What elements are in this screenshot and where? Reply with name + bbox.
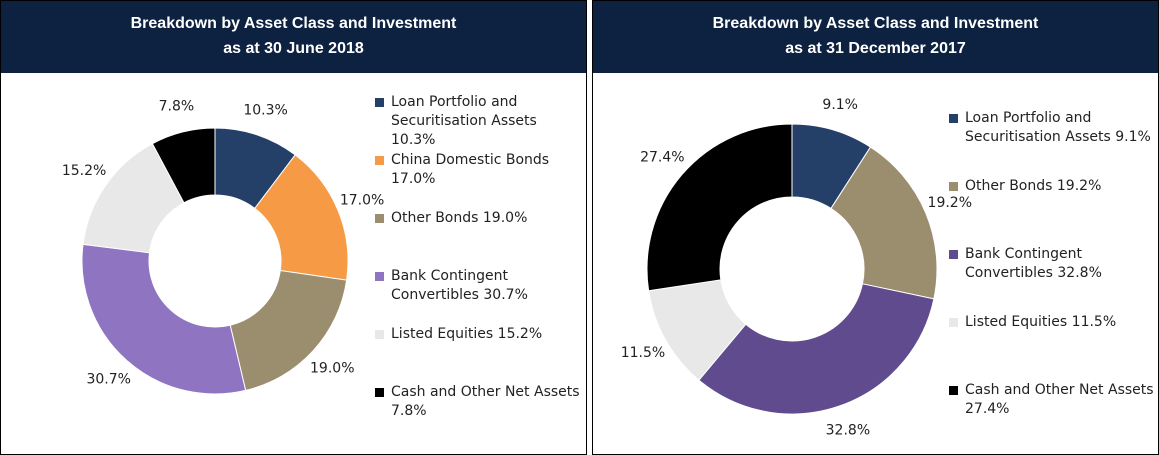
slice-label: 17.0% — [340, 193, 384, 209]
legend-value: 27.4% — [965, 401, 1010, 417]
legend-swatch — [949, 386, 958, 395]
legend-value: 32.8% — [1057, 265, 1102, 281]
legend-entry: Other Bonds 19.2% — [949, 177, 1159, 196]
legend-swatch — [949, 318, 958, 327]
legend-entry: Loan Portfolio and Securitisation Assets… — [949, 109, 1159, 147]
legend-value: 9.1% — [1115, 129, 1151, 145]
legend-value: 19.2% — [1056, 178, 1102, 194]
legend-entry: Bank Contingent Convertibles 32.8% — [949, 245, 1159, 283]
legend-entry: Listed Equities 15.2% — [375, 325, 581, 344]
chart-subtitle: as at 31 December 2017 — [785, 40, 966, 57]
legend-swatch — [949, 182, 958, 191]
chart-title: Breakdown by Asset Class and Investment — [712, 15, 1039, 32]
legend-value: 11.5% — [1071, 314, 1117, 330]
legend-label: Listed Equities — [965, 314, 1068, 330]
legend-swatch — [375, 330, 384, 339]
legend-label: Bank Contingent Convertibles — [391, 268, 508, 303]
legend-label: Other Bonds — [391, 210, 479, 226]
legend-entry: Other Bonds 19.0% — [375, 209, 581, 228]
legend-swatch — [375, 156, 384, 165]
legend-label: Cash and Other Net Assets — [965, 382, 1154, 398]
legend-label: Listed Equities — [391, 326, 494, 342]
legend-value: 19.0% — [482, 210, 528, 226]
donut-slice — [646, 123, 793, 292]
donut-slice — [229, 269, 348, 392]
donut-slice — [830, 146, 938, 300]
chart-subtitle: as at 30 June 2018 — [223, 40, 364, 57]
chart-title: Breakdown by Asset Class and Investment — [130, 15, 457, 32]
legend-value: 17.0% — [391, 171, 436, 187]
legend-swatch — [949, 114, 958, 123]
slice-label: 32.8% — [826, 423, 870, 439]
slice-label: 19.2% — [928, 195, 972, 211]
donut-chart: 9.1% 19.2% 32.8% 11.5% 27.4% — [621, 97, 972, 439]
donut-slice — [81, 243, 247, 395]
slice-label: 7.8% — [159, 99, 195, 115]
legend-entry: Cash and Other Net Assets 27.4% — [949, 381, 1159, 419]
legend-label: Loan Portfolio and Securitisation Assets — [965, 110, 1111, 145]
legend-swatch — [949, 250, 958, 259]
legend-swatch — [375, 272, 384, 281]
chart-header: Breakdown by Asset Class and Investment a… — [593, 1, 1158, 73]
slice-label: 9.1% — [822, 97, 858, 113]
legend-swatch — [375, 388, 384, 397]
chart-header: Breakdown by Asset Class and Investment a… — [1, 1, 586, 73]
legend-entry: Listed Equities 11.5% — [949, 313, 1159, 332]
slice-label: 11.5% — [621, 345, 665, 361]
donut-slice — [151, 127, 216, 204]
legend-entry: Cash and Other Net Assets 7.8% — [375, 383, 581, 421]
chart-panel: Breakdown by Asset Class and Investment a… — [0, 0, 587, 455]
chart-panel: Breakdown by Asset Class and Investment a… — [592, 0, 1159, 455]
legend-label: Bank Contingent Convertibles — [965, 246, 1082, 281]
legend-value: 15.2% — [497, 326, 543, 342]
legend-entry: Bank Contingent Convertibles 30.7% — [375, 267, 581, 305]
legend-label: Other Bonds — [965, 178, 1053, 194]
slice-label: 19.0% — [310, 360, 354, 376]
legend-value: 7.8% — [391, 403, 427, 419]
slice-label: 30.7% — [86, 371, 130, 387]
legend-label: China Domestic Bonds — [391, 152, 550, 168]
slice-label: 10.3% — [243, 102, 287, 118]
legend-value: 10.3% — [391, 132, 436, 148]
slice-label: 27.4% — [640, 150, 684, 166]
legend-swatch — [375, 98, 384, 107]
legend-value: 30.7% — [483, 287, 528, 303]
donut-chart: 10.3% 17.0% 19.0% 30.7% 15.2% 7.8% — [62, 99, 384, 395]
legend-label: Loan Portfolio and Securitisation Assets — [391, 94, 537, 129]
legend-entry: China Domestic Bonds 17.0% — [375, 151, 581, 189]
legend-swatch — [375, 214, 384, 223]
donut-slice — [698, 283, 935, 415]
slice-label: 15.2% — [62, 163, 106, 179]
legend-entry: Loan Portfolio and Securitisation Assets… — [375, 93, 581, 150]
legend-label: Cash and Other Net Assets — [391, 384, 580, 400]
